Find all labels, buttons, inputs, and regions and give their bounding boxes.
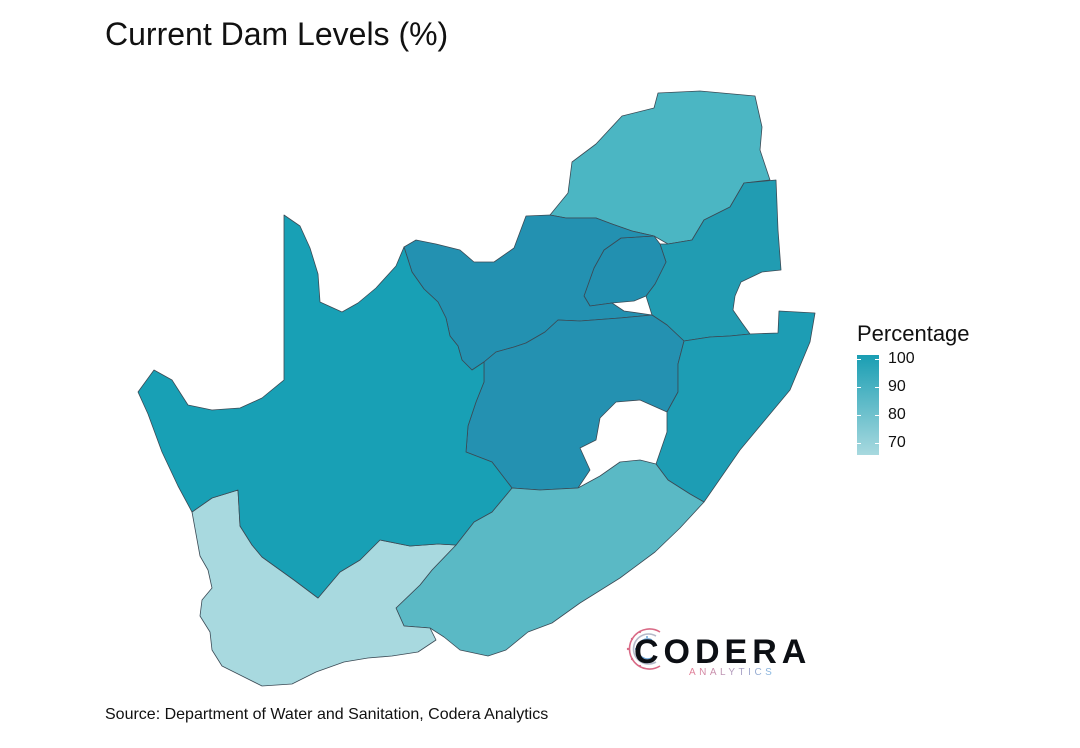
- codera-logo: CODERA ANALYTICS: [620, 620, 806, 682]
- legend-title: Percentage: [857, 321, 970, 346]
- legend-label-90: 90: [888, 377, 906, 395]
- legend-label-70: 70: [888, 433, 906, 451]
- codera-logo-mark: [626, 628, 661, 670]
- source-caption: Source: Department of Water and Sanitati…: [105, 706, 549, 723]
- legend-color-bar: [857, 355, 879, 455]
- chart-title: Current Dam Levels (%): [105, 16, 449, 52]
- legend-label-80: 80: [888, 405, 906, 423]
- codera-logo-word: CODERA: [634, 633, 812, 671]
- legend: Percentage 100 90 80 70: [857, 321, 1027, 461]
- region-kwazulu-natal: [655, 310, 816, 503]
- legend-label-100: 100: [888, 350, 915, 368]
- codera-logo-subtitle: ANALYTICS: [689, 667, 776, 678]
- region-northern-cape: [137, 214, 513, 599]
